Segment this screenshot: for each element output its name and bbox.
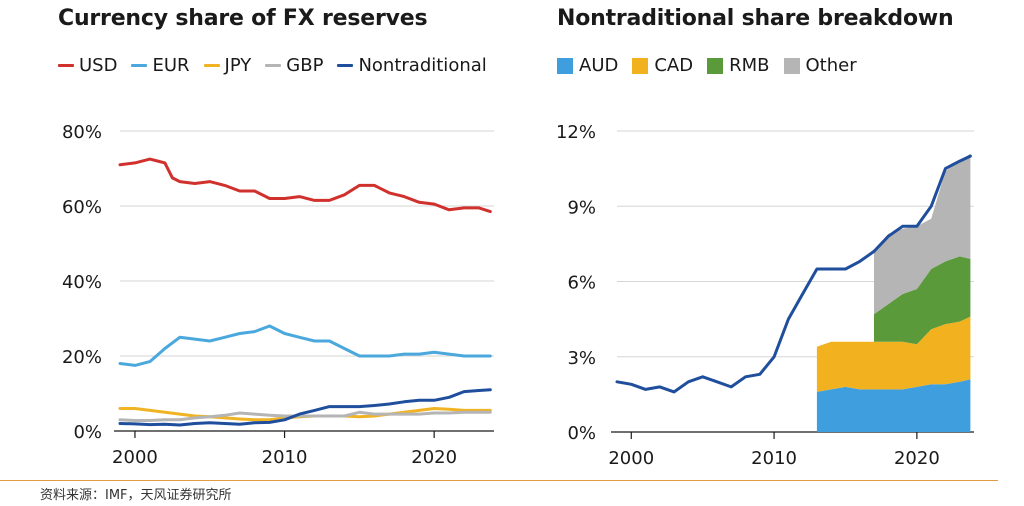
legend-label: GBP xyxy=(286,55,324,76)
legend-swatch xyxy=(265,64,282,67)
legend-label: Nontraditional xyxy=(358,55,487,76)
legend-item-rmb: RMB xyxy=(707,55,770,76)
left-chart-title: Currency share of FX reserves xyxy=(58,6,428,31)
legend-label: JPY xyxy=(224,55,252,76)
y-tick-label: 0% xyxy=(567,423,596,444)
y-tick-label: 60% xyxy=(62,197,102,218)
y-tick-label: 12% xyxy=(556,122,596,143)
x-tick-label: 2020 xyxy=(894,448,940,469)
left-chart-plot: 0% 20% 40% 60% 80% 2000 2010 2020 xyxy=(62,122,494,468)
legend-item-other: Other xyxy=(783,55,857,76)
legend-item-usd: USD xyxy=(58,55,117,76)
legend-label: AUD xyxy=(579,55,619,76)
legend-swatch xyxy=(632,57,649,74)
series-line-gbp xyxy=(118,410,492,422)
legend-item-jpy: JPY xyxy=(203,55,252,76)
legend-label: CAD xyxy=(654,55,694,76)
right-chart-title: Nontraditional share breakdown xyxy=(557,6,954,31)
x-tick-label: 2020 xyxy=(411,447,457,468)
source-divider xyxy=(0,480,998,481)
legend-label: RMB xyxy=(729,55,770,76)
source-note: 资料来源：IMF，天风证券研究所 xyxy=(40,488,232,503)
y-tick-label: 20% xyxy=(62,347,102,368)
area-cad xyxy=(816,316,971,392)
left-chart-legend: USD EUR JPY GBP Nontraditional xyxy=(58,55,501,76)
legend-label: EUR xyxy=(152,55,190,76)
y-tick-label: 40% xyxy=(62,272,102,293)
legend-item-aud: AUD xyxy=(557,55,618,76)
x-tick-label: 2010 xyxy=(751,448,797,469)
area-rmb xyxy=(874,256,971,345)
series-line-eur xyxy=(118,324,492,367)
legend-swatch xyxy=(131,64,148,67)
legend-swatch xyxy=(337,64,354,67)
right-chart-plot: 0% 3% 6% 9% 12% 2000 2010 2020 xyxy=(556,122,974,469)
legend-label: Other xyxy=(805,55,857,76)
legend-swatch xyxy=(203,64,220,67)
area-aud xyxy=(816,379,971,432)
legend-item-cad: CAD xyxy=(632,55,693,76)
legend-item-nontraditional: Nontraditional xyxy=(337,55,487,76)
y-tick-label: 6% xyxy=(567,273,596,294)
area-other xyxy=(874,153,971,315)
right-chart-legend: AUD CAD RMB Other xyxy=(557,55,871,76)
legend-item-gbp: GBP xyxy=(265,55,323,76)
legend-swatch xyxy=(783,57,800,74)
legend-swatch xyxy=(58,64,74,67)
x-tick-label: 2000 xyxy=(608,448,654,469)
series-line-usd xyxy=(118,157,492,214)
y-tick-label: 80% xyxy=(62,122,102,143)
legend-swatch xyxy=(707,57,724,74)
legend-item-eur: EUR xyxy=(131,55,190,76)
y-tick-label: 0% xyxy=(73,422,102,443)
y-tick-label: 9% xyxy=(567,197,596,218)
legend-swatch xyxy=(557,57,573,74)
x-tick-label: 2010 xyxy=(262,447,308,468)
series-line-nontraditional-total xyxy=(615,154,972,394)
y-tick-label: 3% xyxy=(567,348,596,369)
x-tick-label: 2000 xyxy=(112,447,158,468)
series-line-nontraditional xyxy=(118,388,492,427)
legend-label: USD xyxy=(79,55,118,76)
